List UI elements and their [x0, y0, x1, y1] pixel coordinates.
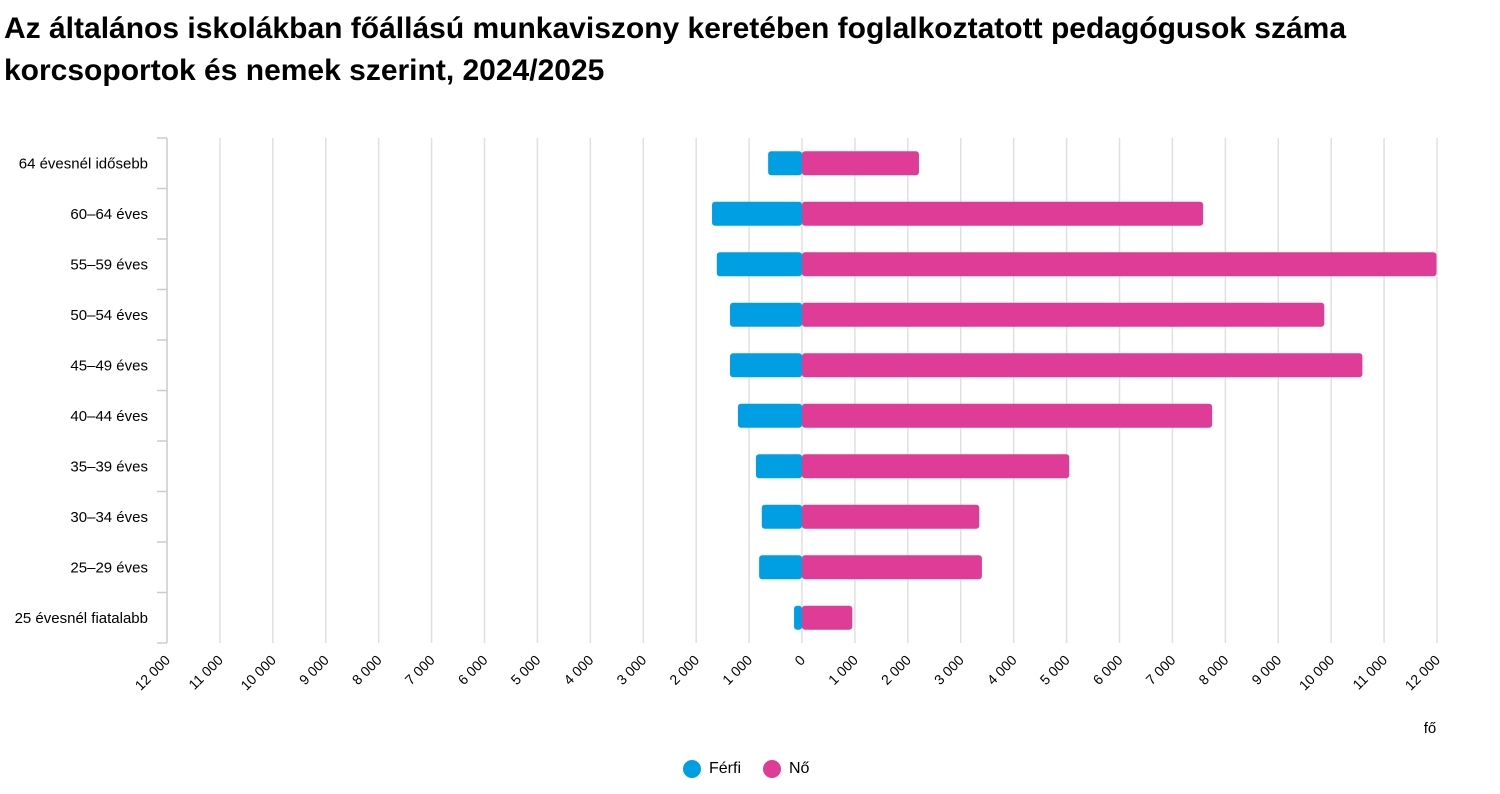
bar-no: [802, 605, 853, 630]
legend-marker-no: [763, 760, 781, 778]
bar-no: [802, 504, 980, 529]
x-tick-label: 3 000: [613, 652, 649, 688]
bar-no: [802, 151, 919, 176]
x-tick-label: 1 000: [719, 652, 755, 688]
y-category-label: 45–49 éves: [70, 357, 148, 374]
x-tick-label: 4 000: [560, 652, 596, 688]
legend-item-ferfi[interactable]: Férfi: [683, 760, 741, 778]
x-axis-label: fő: [1424, 720, 1437, 737]
bar-no: [802, 201, 1204, 226]
legend-label-ferfi: Férfi: [709, 760, 741, 777]
x-tick-label: 6 000: [1090, 652, 1126, 688]
x-tick-label: 10 000: [237, 652, 279, 694]
bar-no: [802, 353, 1363, 378]
x-tick-label: 12 000: [132, 652, 174, 694]
bar-ferfi: [737, 403, 802, 428]
y-category-label: 64 évesnél idősebb: [19, 155, 148, 172]
x-tick-label: 2 000: [666, 652, 702, 688]
bar-no: [802, 403, 1213, 428]
x-tick-label: 11 000: [185, 652, 226, 693]
y-category-label: 55–59 éves: [70, 256, 148, 273]
y-category-label: 60–64 éves: [70, 206, 148, 223]
y-category-label: 35–39 éves: [70, 458, 148, 475]
legend-marker-ferfi: [683, 760, 701, 778]
legend-label-no: Nő: [789, 760, 810, 777]
x-tick-label: 9 000: [1248, 652, 1284, 688]
x-tick-label: 2 000: [878, 652, 914, 688]
bar-ferfi: [794, 605, 802, 630]
legend: Férfi Nő: [683, 760, 809, 778]
bar-no: [802, 252, 1437, 277]
x-tick-label: 10 000: [1296, 652, 1338, 694]
x-tick-label: 12 000: [1402, 652, 1444, 694]
x-tick-label: 4 000: [984, 652, 1020, 688]
x-tick-label: 5 000: [507, 652, 543, 688]
x-tick-label: 8 000: [1195, 652, 1231, 688]
x-tick-label: 0: [791, 652, 808, 669]
y-category-label: 50–54 éves: [70, 307, 148, 324]
bar-ferfi: [761, 504, 802, 529]
legend-item-no[interactable]: Nő: [763, 760, 809, 778]
x-tick-label: 6 000: [455, 652, 491, 688]
bar-ferfi: [730, 302, 802, 327]
x-tick-label: 11 000: [1349, 652, 1390, 693]
bar-ferfi: [716, 252, 802, 277]
bar-no: [802, 454, 1070, 479]
bar-ferfi: [768, 151, 802, 176]
x-tick-label: 3 000: [931, 652, 967, 688]
bar-no: [802, 302, 1325, 327]
y-category-label: 25 évesnél fiatalabb: [15, 610, 148, 627]
bar-ferfi: [712, 201, 802, 226]
x-tick-label: 5 000: [1037, 652, 1073, 688]
bar-ferfi: [755, 454, 802, 479]
bar-no: [802, 555, 982, 580]
x-tick-label: 9 000: [296, 652, 332, 688]
x-tick-label: 1 000: [825, 652, 861, 688]
bar-ferfi: [759, 555, 802, 580]
y-category-label: 30–34 éves: [70, 509, 148, 526]
y-category-label: 40–44 éves: [70, 408, 148, 425]
x-tick-label: 7 000: [402, 652, 438, 688]
x-tick-label: 7 000: [1142, 652, 1178, 688]
chart-title: Az általános iskolákban főállású munkavi…: [4, 12, 1347, 87]
x-tick-label: 8 000: [349, 652, 385, 688]
bar-ferfi: [730, 353, 802, 378]
y-category-label: 25–29 éves: [70, 559, 148, 576]
